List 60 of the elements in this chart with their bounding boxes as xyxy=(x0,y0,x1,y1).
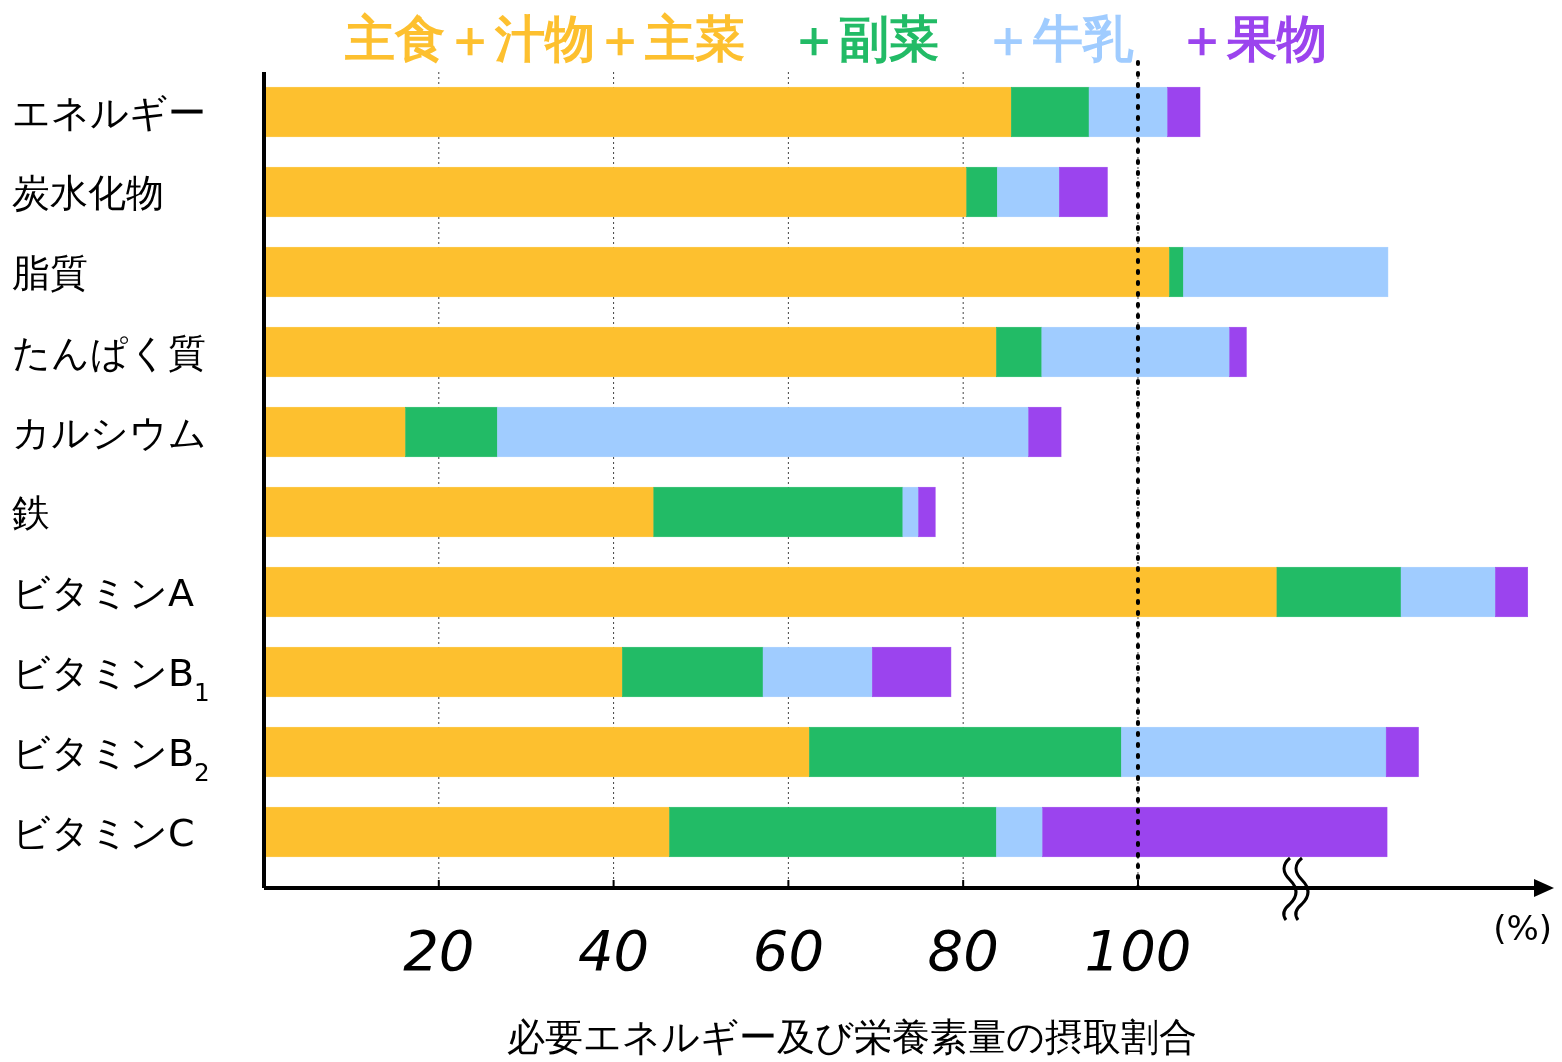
y-tick-label: ビタミンC xyxy=(12,811,195,855)
y-tick-label: 脂質 xyxy=(12,251,88,295)
series-label: ＋牛乳 xyxy=(983,10,1134,68)
bar xyxy=(263,806,670,858)
y-tick-label: ビタミンB$_{1}$ xyxy=(12,651,210,707)
x-tick-label: 80 xyxy=(927,918,999,983)
bar xyxy=(1495,566,1529,618)
bar xyxy=(263,166,967,218)
bar xyxy=(918,486,936,538)
bar xyxy=(996,806,1043,858)
y-tick-label: ビタミンA xyxy=(12,571,194,615)
bar xyxy=(1011,86,1090,138)
text: (%) xyxy=(1493,908,1552,948)
bar xyxy=(809,726,1122,778)
series-label: ＋副菜 xyxy=(789,10,939,68)
bar xyxy=(1167,86,1201,138)
bar xyxy=(762,646,873,698)
y-tick-label: カルシウム xyxy=(12,411,207,455)
bar xyxy=(1183,246,1389,298)
x-tick-label: 100 xyxy=(1084,918,1192,983)
bar xyxy=(1121,726,1387,778)
bar xyxy=(902,486,919,538)
bar xyxy=(497,406,1029,458)
bar xyxy=(669,806,997,858)
bar xyxy=(622,646,764,698)
x-axis-title: 必要エネルギー及び栄養素量の摂取割合 xyxy=(507,1015,1197,1059)
bar xyxy=(263,486,655,538)
bar xyxy=(1059,166,1108,218)
bar xyxy=(1042,806,1388,858)
bar xyxy=(263,86,1012,138)
bar xyxy=(263,326,997,378)
bar xyxy=(653,486,904,538)
bar xyxy=(1028,406,1062,458)
y-tick-label: ビタミンB$_{2}$ xyxy=(12,731,210,787)
bar xyxy=(405,406,498,458)
bar xyxy=(966,166,998,218)
bar xyxy=(1229,326,1247,378)
y-tick-label: たんぱく質 xyxy=(12,331,206,375)
bar xyxy=(996,326,1043,378)
x-tick-label: 20 xyxy=(403,918,475,983)
bar xyxy=(1276,566,1402,618)
y-tick-label: エネルギー xyxy=(12,91,206,135)
bar xyxy=(1041,326,1230,378)
x-tick-label: 40 xyxy=(577,918,650,983)
bar xyxy=(1385,726,1419,778)
bar xyxy=(263,646,623,698)
bar xyxy=(997,166,1060,218)
bar xyxy=(263,246,1170,298)
bar xyxy=(263,726,810,778)
bar xyxy=(1169,246,1184,298)
bar xyxy=(1088,86,1168,138)
bar xyxy=(263,566,1278,618)
series-label: 主食＋汁物＋主菜 xyxy=(344,10,745,68)
bar xyxy=(263,406,406,458)
bar xyxy=(872,646,952,698)
y-tick-label: 炭水化物 xyxy=(12,171,164,215)
y-tick-label: 鉄 xyxy=(12,491,50,535)
series-label: ＋果物 xyxy=(1177,10,1327,68)
bar xyxy=(1400,566,1496,618)
x-tick-label: 60 xyxy=(752,918,825,983)
